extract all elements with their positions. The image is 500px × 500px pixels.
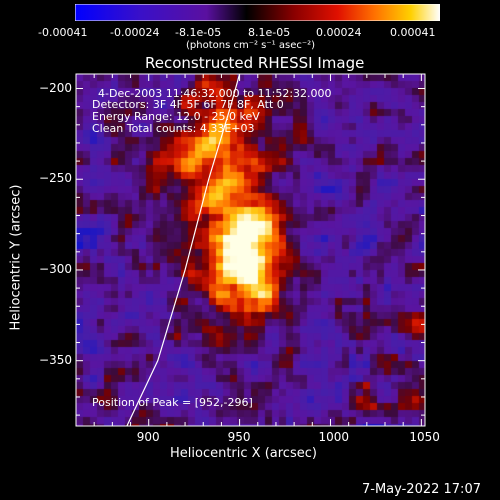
x-tick-label: 900 <box>136 430 160 444</box>
y-axis-label: Heliocentric Y (arcsec) <box>8 184 24 331</box>
solar-limb-curve <box>126 74 241 426</box>
y-tick-label: −300 <box>39 261 72 276</box>
colorbar-tick-label: -0.00041 <box>38 26 88 39</box>
detectors-annotation: Detectors: 3F 4F 5F 6F 7F 8F, Att 0 <box>92 98 284 111</box>
colorbar-tick-label: 8.1e-05 <box>248 26 291 39</box>
heatmap-image <box>76 74 425 426</box>
colorbar-units-label: (photons cm⁻² s⁻¹ asec⁻²) <box>186 40 316 51</box>
y-tick-label: −200 <box>39 80 72 95</box>
heatmap-canvas <box>76 74 425 426</box>
colorbar-tick-label: -8.1e-05 <box>175 26 222 39</box>
x-tick-label: 1050 <box>409 430 440 444</box>
x-tick-label: 950 <box>227 430 251 444</box>
x-axis-label: Heliocentric X (arcsec) <box>170 446 317 461</box>
colorbar-tick-label: 0.00024 <box>316 26 362 39</box>
peak-position-annotation: Position of Peak = [952,-296] <box>92 396 253 409</box>
colorbar-tick-label: 0.00041 <box>390 26 436 39</box>
clean-counts-annotation: Clean Total counts: 4.33E+03 <box>92 122 255 135</box>
chart-title: Reconstructed RHESSI Image <box>145 54 365 72</box>
y-tick-label: −250 <box>39 171 72 186</box>
x-tick-label: 1000 <box>318 430 350 444</box>
colorbar-tick-label: -0.00024 <box>110 26 160 39</box>
colorbar <box>75 4 440 21</box>
plot-overlay <box>126 74 241 426</box>
time-range-annotation: 4-Dec-2003 11:46:32.000 to 11:52:32.000 <box>98 87 332 100</box>
plot-frame <box>75 73 426 427</box>
footer-date: 7-May-2022 17:07 <box>362 482 481 497</box>
y-tick-label: −350 <box>39 352 72 367</box>
energy-range-annotation: Energy Range: 12.0 - 25.0 keV <box>92 110 260 123</box>
